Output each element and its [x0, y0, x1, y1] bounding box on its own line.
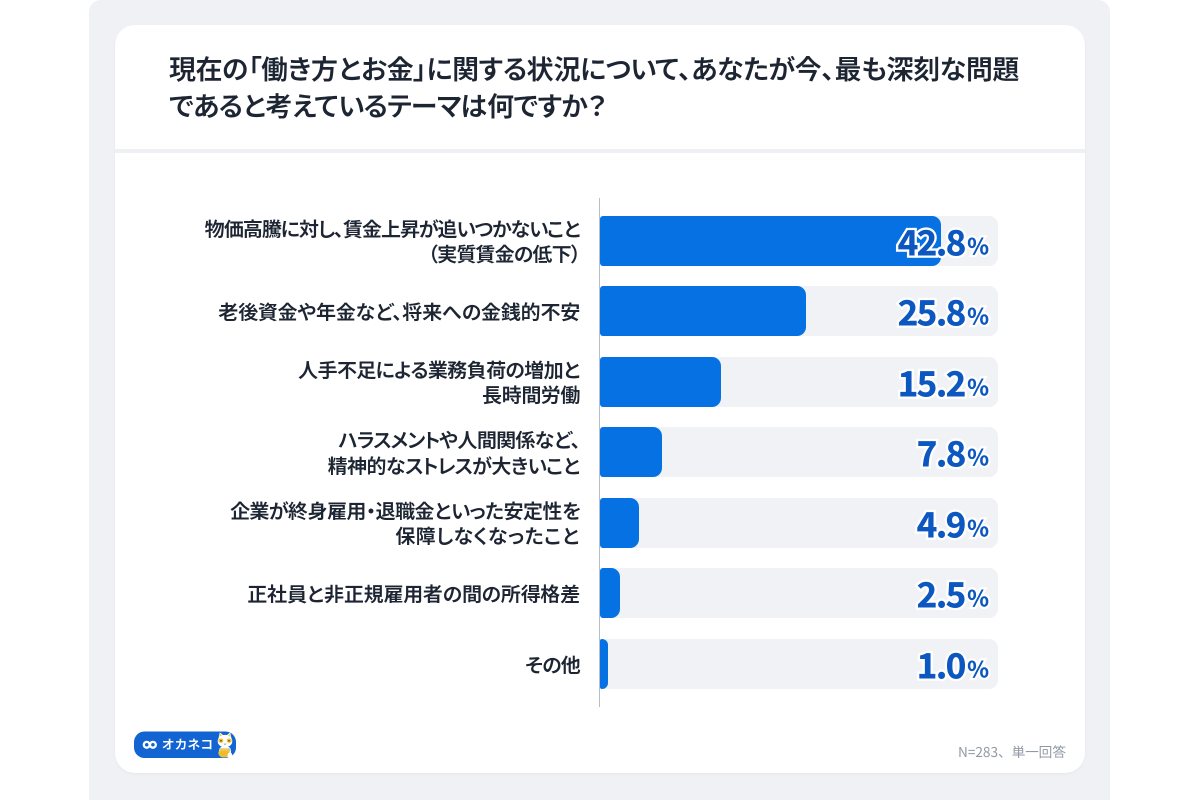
svg-text:オカネコ: オカネコ	[162, 734, 214, 753]
